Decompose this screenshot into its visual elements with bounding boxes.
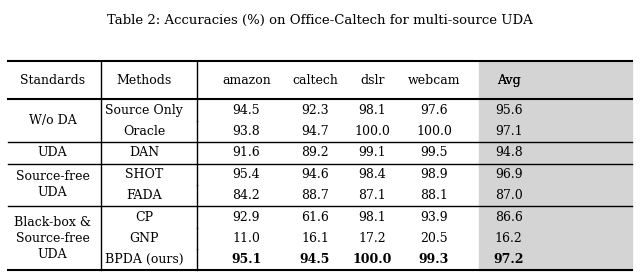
Text: 91.6: 91.6 — [232, 146, 260, 159]
Text: Table 2: Accuracies (%) on Office-Caltech for multi-source UDA: Table 2: Accuracies (%) on Office-Caltec… — [107, 14, 533, 27]
Text: 100.0: 100.0 — [353, 253, 392, 266]
Text: 89.2: 89.2 — [301, 146, 329, 159]
Text: 17.2: 17.2 — [358, 232, 387, 245]
Text: 87.1: 87.1 — [358, 189, 387, 202]
Text: webcam: webcam — [408, 73, 460, 87]
Text: Avg: Avg — [497, 73, 521, 87]
Text: 98.1: 98.1 — [358, 104, 387, 116]
Text: Standards: Standards — [20, 73, 85, 87]
Text: Source Only: Source Only — [105, 104, 183, 116]
Text: 98.4: 98.4 — [358, 168, 387, 181]
Bar — [479, 163, 632, 206]
Text: 61.6: 61.6 — [301, 211, 329, 224]
Text: CP: CP — [135, 211, 153, 224]
Text: 94.8: 94.8 — [495, 146, 523, 159]
Text: Avg: Avg — [497, 73, 521, 87]
Text: 100.0: 100.0 — [355, 125, 390, 138]
Text: 95.6: 95.6 — [495, 104, 523, 116]
Bar — [479, 142, 632, 163]
Text: dslr: dslr — [360, 73, 385, 87]
Text: 94.7: 94.7 — [301, 125, 329, 138]
Bar — [479, 99, 632, 142]
Text: W/o DA: W/o DA — [29, 114, 76, 127]
Text: 88.1: 88.1 — [420, 189, 448, 202]
Text: SHOT: SHOT — [125, 168, 163, 181]
Text: 100.0: 100.0 — [416, 125, 452, 138]
Text: 96.9: 96.9 — [495, 168, 523, 181]
Text: 99.5: 99.5 — [420, 146, 447, 159]
Text: 16.1: 16.1 — [301, 232, 329, 245]
Text: Black-box &
Source-free
UDA: Black-box & Source-free UDA — [14, 216, 91, 261]
Text: 99.3: 99.3 — [419, 253, 449, 266]
Bar — [479, 61, 632, 99]
Text: 92.9: 92.9 — [233, 211, 260, 224]
Text: 95.4: 95.4 — [232, 168, 260, 181]
Text: 93.8: 93.8 — [232, 125, 260, 138]
Text: Source-free
UDA: Source-free UDA — [15, 170, 90, 200]
Text: 95.1: 95.1 — [231, 253, 262, 266]
Text: DAN: DAN — [129, 146, 159, 159]
Text: 93.9: 93.9 — [420, 211, 448, 224]
Text: 97.2: 97.2 — [493, 253, 524, 266]
Text: 84.2: 84.2 — [232, 189, 260, 202]
Text: 98.1: 98.1 — [358, 211, 387, 224]
Text: 94.5: 94.5 — [232, 104, 260, 116]
Text: Oracle: Oracle — [123, 125, 165, 138]
Text: 86.6: 86.6 — [495, 211, 523, 224]
Text: 97.6: 97.6 — [420, 104, 448, 116]
Text: 97.1: 97.1 — [495, 125, 523, 138]
Text: 88.7: 88.7 — [301, 189, 329, 202]
Text: 87.0: 87.0 — [495, 189, 523, 202]
Text: 98.9: 98.9 — [420, 168, 448, 181]
Text: 94.5: 94.5 — [300, 253, 330, 266]
Text: Methods: Methods — [116, 73, 172, 87]
Text: caltech: caltech — [292, 73, 338, 87]
Text: GNP: GNP — [129, 232, 159, 245]
Text: FADA: FADA — [126, 189, 162, 202]
Bar — [479, 206, 632, 270]
Text: 99.1: 99.1 — [358, 146, 387, 159]
Text: 20.5: 20.5 — [420, 232, 448, 245]
Text: UDA: UDA — [38, 146, 67, 159]
Text: 94.6: 94.6 — [301, 168, 329, 181]
Text: amazon: amazon — [222, 73, 271, 87]
Text: 16.2: 16.2 — [495, 232, 523, 245]
Text: 92.3: 92.3 — [301, 104, 329, 116]
Text: 11.0: 11.0 — [232, 232, 260, 245]
Text: BPDA (ours): BPDA (ours) — [105, 253, 183, 266]
